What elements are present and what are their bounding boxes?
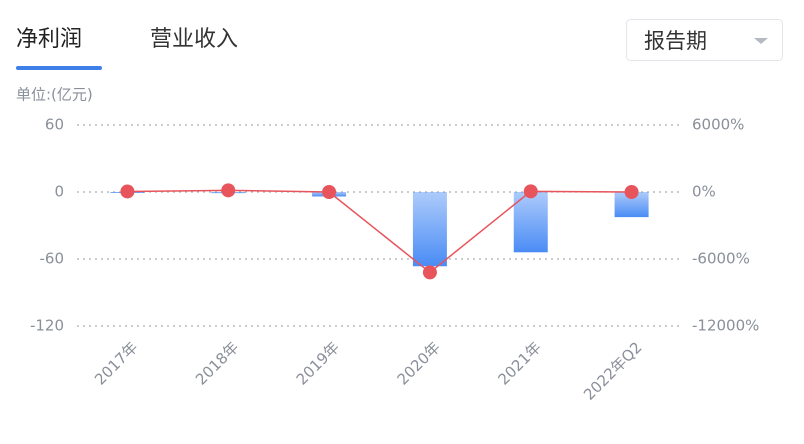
- dropdown[interactable]: [626, 19, 783, 61]
- y-tick-label: -120: [30, 317, 64, 335]
- point: [120, 184, 135, 199]
- x-tick-label: 2022年Q2: [580, 338, 645, 403]
- point: [624, 185, 639, 199]
- bar: [412, 192, 447, 267]
- line: [127, 189, 632, 274]
- y2-tick-label: 0%: [692, 183, 716, 201]
- point: [523, 184, 538, 199]
- tab[interactable]: 营业收入: [150, 27, 238, 52]
- tab-underline: [16, 66, 102, 70]
- point: [322, 185, 337, 199]
- y-axis-label: 单位:(亿元): [16, 86, 93, 104]
- y2-tick-label: -12000%: [692, 317, 759, 335]
- y2-tick-label: 6000%: [692, 116, 744, 134]
- dropdown-arrow: [754, 38, 768, 44]
- x-tick-label: 2019年: [293, 338, 343, 388]
- point: [422, 265, 437, 280]
- x-tick-label: 2017年: [91, 338, 141, 388]
- y2-tick-label: -6000%: [692, 250, 750, 268]
- tab[interactable]: 净利润: [16, 27, 82, 52]
- y-tick-label: -60: [40, 250, 65, 268]
- y-tick-label: 0: [54, 183, 64, 201]
- x-tick-label: 2018年: [192, 338, 242, 388]
- x-tick-label: 2020年: [394, 338, 444, 388]
- dropdown-label: 报告期: [644, 29, 707, 53]
- bar: [513, 192, 548, 253]
- point: [221, 183, 236, 198]
- x-tick-label: 2021年: [494, 338, 544, 388]
- y-tick-label: 60: [45, 116, 64, 134]
